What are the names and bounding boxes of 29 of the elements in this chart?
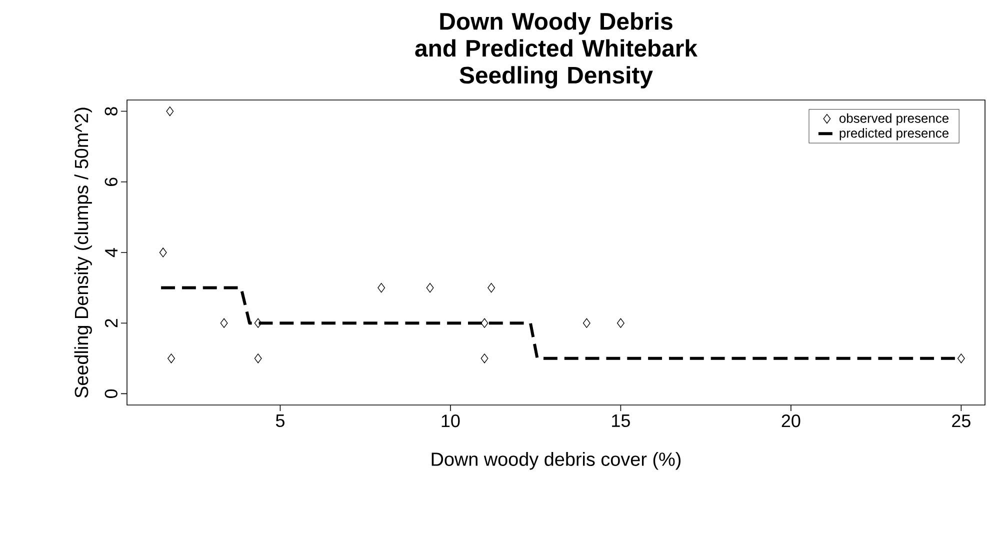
legend-label: observed presence xyxy=(840,113,948,126)
point xyxy=(254,318,262,328)
point xyxy=(480,318,488,328)
chart-title: Down Woody Debris and Predicted Whitebark Seedling Density xyxy=(415,12,698,88)
y-axis-title: Seedling Density (clumps / 50m^2) xyxy=(74,108,92,398)
y-tick-label: 4 xyxy=(105,248,118,258)
point xyxy=(166,106,174,116)
x-tick-label: 10 xyxy=(442,414,460,428)
point xyxy=(480,354,488,364)
x-axis-title: Down woody debris cover (%) xyxy=(432,452,680,470)
point xyxy=(378,282,386,293)
x-tick-label: 5 xyxy=(276,414,284,428)
point xyxy=(616,318,624,328)
point xyxy=(159,248,167,258)
x-tick-label: 20 xyxy=(782,414,800,428)
point xyxy=(582,318,590,328)
point xyxy=(254,354,262,364)
y-tick-label: 2 xyxy=(104,319,118,328)
point xyxy=(168,354,175,364)
y-tick-label: 6 xyxy=(104,178,118,186)
point xyxy=(488,282,496,293)
y-tick-label: 0 xyxy=(104,389,118,398)
point xyxy=(957,354,965,364)
x-tick-label: 25 xyxy=(952,414,970,428)
point xyxy=(426,282,434,293)
x-tick-label: 15 xyxy=(612,414,630,428)
legend-label: predicted presence xyxy=(840,128,948,140)
point xyxy=(220,318,228,328)
y-tick-label: 8 xyxy=(104,107,118,116)
